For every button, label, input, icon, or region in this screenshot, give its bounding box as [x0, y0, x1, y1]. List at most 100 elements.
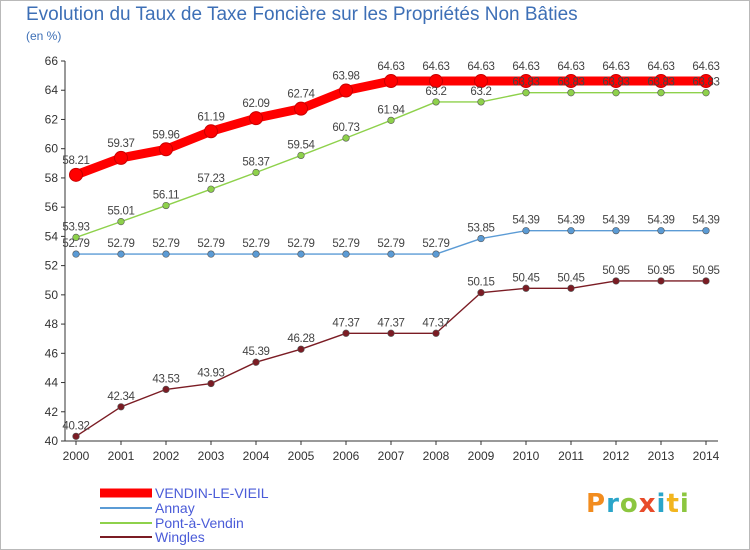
data-label: 52.79 [332, 238, 359, 250]
data-labels: 53.93 55.01 56.11 57.23 58.37 59.54 60.73 61.94… [62, 61, 720, 432]
data-label: 43.93 [197, 368, 224, 380]
data-point [159, 142, 173, 157]
series-line [71, 76, 711, 180]
data-point [519, 74, 533, 89]
data-point [294, 101, 308, 116]
data-label: 52.79 [62, 238, 89, 250]
data-label: 52.79 [107, 238, 134, 250]
x-tick-label: 2007 [378, 449, 405, 463]
x-tick-label: 2000 [63, 449, 90, 463]
data-point [162, 385, 170, 394]
y-tick-label: 58 [45, 171, 59, 185]
data-point [207, 250, 215, 258]
data-label: 63.83 [647, 77, 674, 89]
data-label: 63.98 [332, 71, 359, 83]
data-point [657, 277, 665, 285]
x-tick-label: 2005 [288, 449, 315, 463]
y-tick-label: 56 [45, 200, 59, 214]
data-label: 62.74 [287, 89, 315, 101]
data-point [702, 89, 710, 97]
logo-letter: t [666, 489, 680, 519]
y-tick-label: 44 [45, 376, 59, 390]
data-label: 50.95 [602, 265, 629, 277]
data-label: 58.21 [62, 155, 89, 167]
data-label: 52.79 [152, 238, 179, 250]
data-point [432, 250, 440, 258]
data-point [522, 284, 530, 292]
x-tick-label: 2004 [243, 449, 270, 463]
data-label: 54.39 [692, 215, 719, 227]
logo-letter: P [586, 489, 607, 519]
y-tick-label: 40 [45, 434, 59, 448]
legend-label: VENDIN-LE-VIEIL [155, 485, 269, 501]
data-point [69, 167, 83, 182]
data-label: 64.63 [557, 61, 584, 73]
data-point [612, 89, 620, 97]
chart-axes: 40 42 44 46 48 50 52 54 56 58 60 62 64 66 2000 2001 2002… [45, 54, 720, 463]
data-label: 50.45 [557, 272, 584, 284]
data-point [654, 74, 668, 89]
proxiti-logo: Proxiti [586, 489, 690, 519]
data-label: 63.83 [557, 77, 584, 89]
series-pont-vendin [72, 89, 710, 242]
data-point [429, 74, 443, 89]
logo-letter: o [619, 489, 639, 519]
data-point [567, 89, 575, 97]
data-label: 54.39 [557, 215, 584, 227]
data-label: 43.53 [152, 373, 179, 385]
data-label: 54.39 [647, 215, 674, 227]
data-point [117, 403, 125, 411]
data-point [477, 289, 485, 297]
data-label: 40.32 [62, 420, 89, 432]
data-label: 54.39 [602, 215, 629, 227]
data-point [477, 234, 485, 243]
legend-label: Annay [155, 500, 195, 516]
data-label: 64.63 [422, 61, 449, 73]
data-point [252, 250, 260, 258]
data-label: 50.15 [467, 277, 494, 289]
data-point [432, 329, 440, 337]
data-point [387, 329, 395, 337]
data-point [72, 233, 80, 242]
legend-label: Pont-à-Vendin [155, 515, 244, 531]
data-point [609, 74, 623, 89]
x-tick-label: 2003 [198, 449, 225, 463]
data-label: 63.2 [470, 86, 491, 98]
data-point [207, 185, 215, 193]
x-tick-label: 2014 [693, 449, 720, 463]
data-point [342, 250, 350, 258]
data-point [384, 74, 398, 89]
data-label: 50.95 [647, 265, 674, 277]
y-tick-label: 64 [45, 83, 59, 97]
data-point [252, 168, 260, 177]
data-label: 47.37 [377, 317, 404, 329]
series-wingles [72, 277, 710, 440]
data-label: 61.19 [197, 111, 224, 123]
data-label: 52.79 [197, 238, 224, 250]
x-tick-label: 2006 [333, 449, 360, 463]
data-point [342, 329, 350, 337]
data-label: 52.79 [242, 238, 269, 250]
data-label: 64.63 [467, 61, 494, 73]
legend-label: Wingles [155, 529, 205, 545]
data-point [72, 432, 80, 440]
data-point [387, 116, 395, 124]
series-annay [72, 227, 710, 258]
data-point [204, 124, 218, 139]
y-tick-label: 48 [45, 317, 59, 331]
data-point [612, 227, 620, 235]
data-label: 62.09 [242, 98, 269, 110]
data-point [387, 250, 395, 258]
y-tick-label: 42 [45, 405, 59, 419]
data-point [339, 83, 353, 98]
legend-item: Pont-à-Vendin [100, 515, 244, 531]
data-label: 52.79 [287, 238, 314, 250]
data-point [297, 151, 305, 160]
x-tick-label: 2002 [153, 449, 180, 463]
data-label: 53.93 [62, 221, 89, 233]
data-label: 61.94 [377, 104, 405, 116]
y-tick-label: 52 [45, 259, 59, 273]
chart-title: Evolution du Taux de Taxe Foncière sur l… [26, 4, 578, 25]
legend-item: Annay [100, 500, 195, 516]
